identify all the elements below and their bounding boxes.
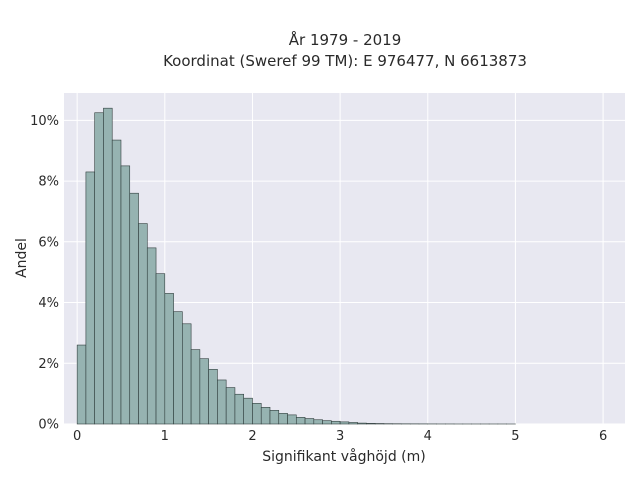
histogram-bar: [225, 387, 236, 425]
x-tick-label: 2: [248, 429, 256, 444]
histogram-bar: [76, 344, 87, 425]
y-tick-label: 6%: [38, 235, 59, 250]
x-axis-label: Signifikant våghöjd (m): [262, 448, 425, 465]
histogram-bar: [120, 165, 131, 425]
histogram-bar: [85, 171, 95, 425]
histogram-bar: [357, 422, 367, 425]
histogram-bar: [155, 273, 166, 425]
y-tick-label: 0%: [38, 418, 59, 433]
histogram-bar: [339, 421, 350, 425]
histogram-bar: [234, 393, 244, 425]
y-tick-label: 4%: [38, 296, 59, 311]
histogram-bar: [173, 311, 183, 425]
bars: [76, 107, 516, 425]
x-tick-label: 3: [336, 429, 344, 444]
histogram-bar: [111, 139, 122, 425]
histogram-bar: [164, 293, 174, 425]
chart-title-line2: Koordinat (Sweref 99 TM): E 976477, N 66…: [163, 52, 527, 70]
histogram-bar: [208, 369, 218, 425]
histogram-bar: [129, 192, 139, 425]
histogram-bar: [366, 423, 376, 425]
histogram-bar: [182, 323, 192, 425]
chart-title-line1: År 1979 - 2019: [289, 30, 402, 49]
tick-labels: 0 1 2 3 4 5 6 0% 2% 4% 6% 8% 10%: [30, 114, 607, 444]
histogram-bar: [243, 397, 253, 425]
histogram-bar: [304, 418, 315, 425]
histogram-bar: [146, 247, 157, 425]
histogram-bar: [252, 403, 262, 425]
histogram-bar: [278, 413, 288, 425]
histogram-bar: [94, 112, 104, 425]
x-tick-label: 4: [424, 429, 432, 444]
x-tick-label: 6: [599, 429, 607, 444]
x-tick-label: 0: [73, 429, 81, 444]
histogram-bar: [287, 414, 297, 425]
histogram-bar: [348, 422, 358, 425]
histogram-bar: [190, 349, 201, 425]
histogram-bar: [269, 410, 280, 425]
histogram-bar: [103, 107, 113, 425]
histogram-bar: [260, 406, 271, 425]
histogram-bar: [331, 420, 341, 425]
x-tick-label: 5: [511, 429, 519, 444]
y-tick-label: 10%: [30, 114, 59, 129]
histogram-bar: [313, 419, 323, 425]
y-axis-label: Andel: [14, 238, 30, 278]
histogram-bar: [295, 417, 306, 425]
y-tick-label: 8%: [38, 175, 59, 190]
histogram-bar: [138, 223, 148, 425]
y-tick-label: 2%: [38, 357, 59, 372]
x-tick-label: 1: [161, 429, 169, 444]
histogram-bar: [322, 420, 332, 425]
histogram-bar: [217, 379, 227, 425]
histogram-bar: [199, 358, 209, 425]
